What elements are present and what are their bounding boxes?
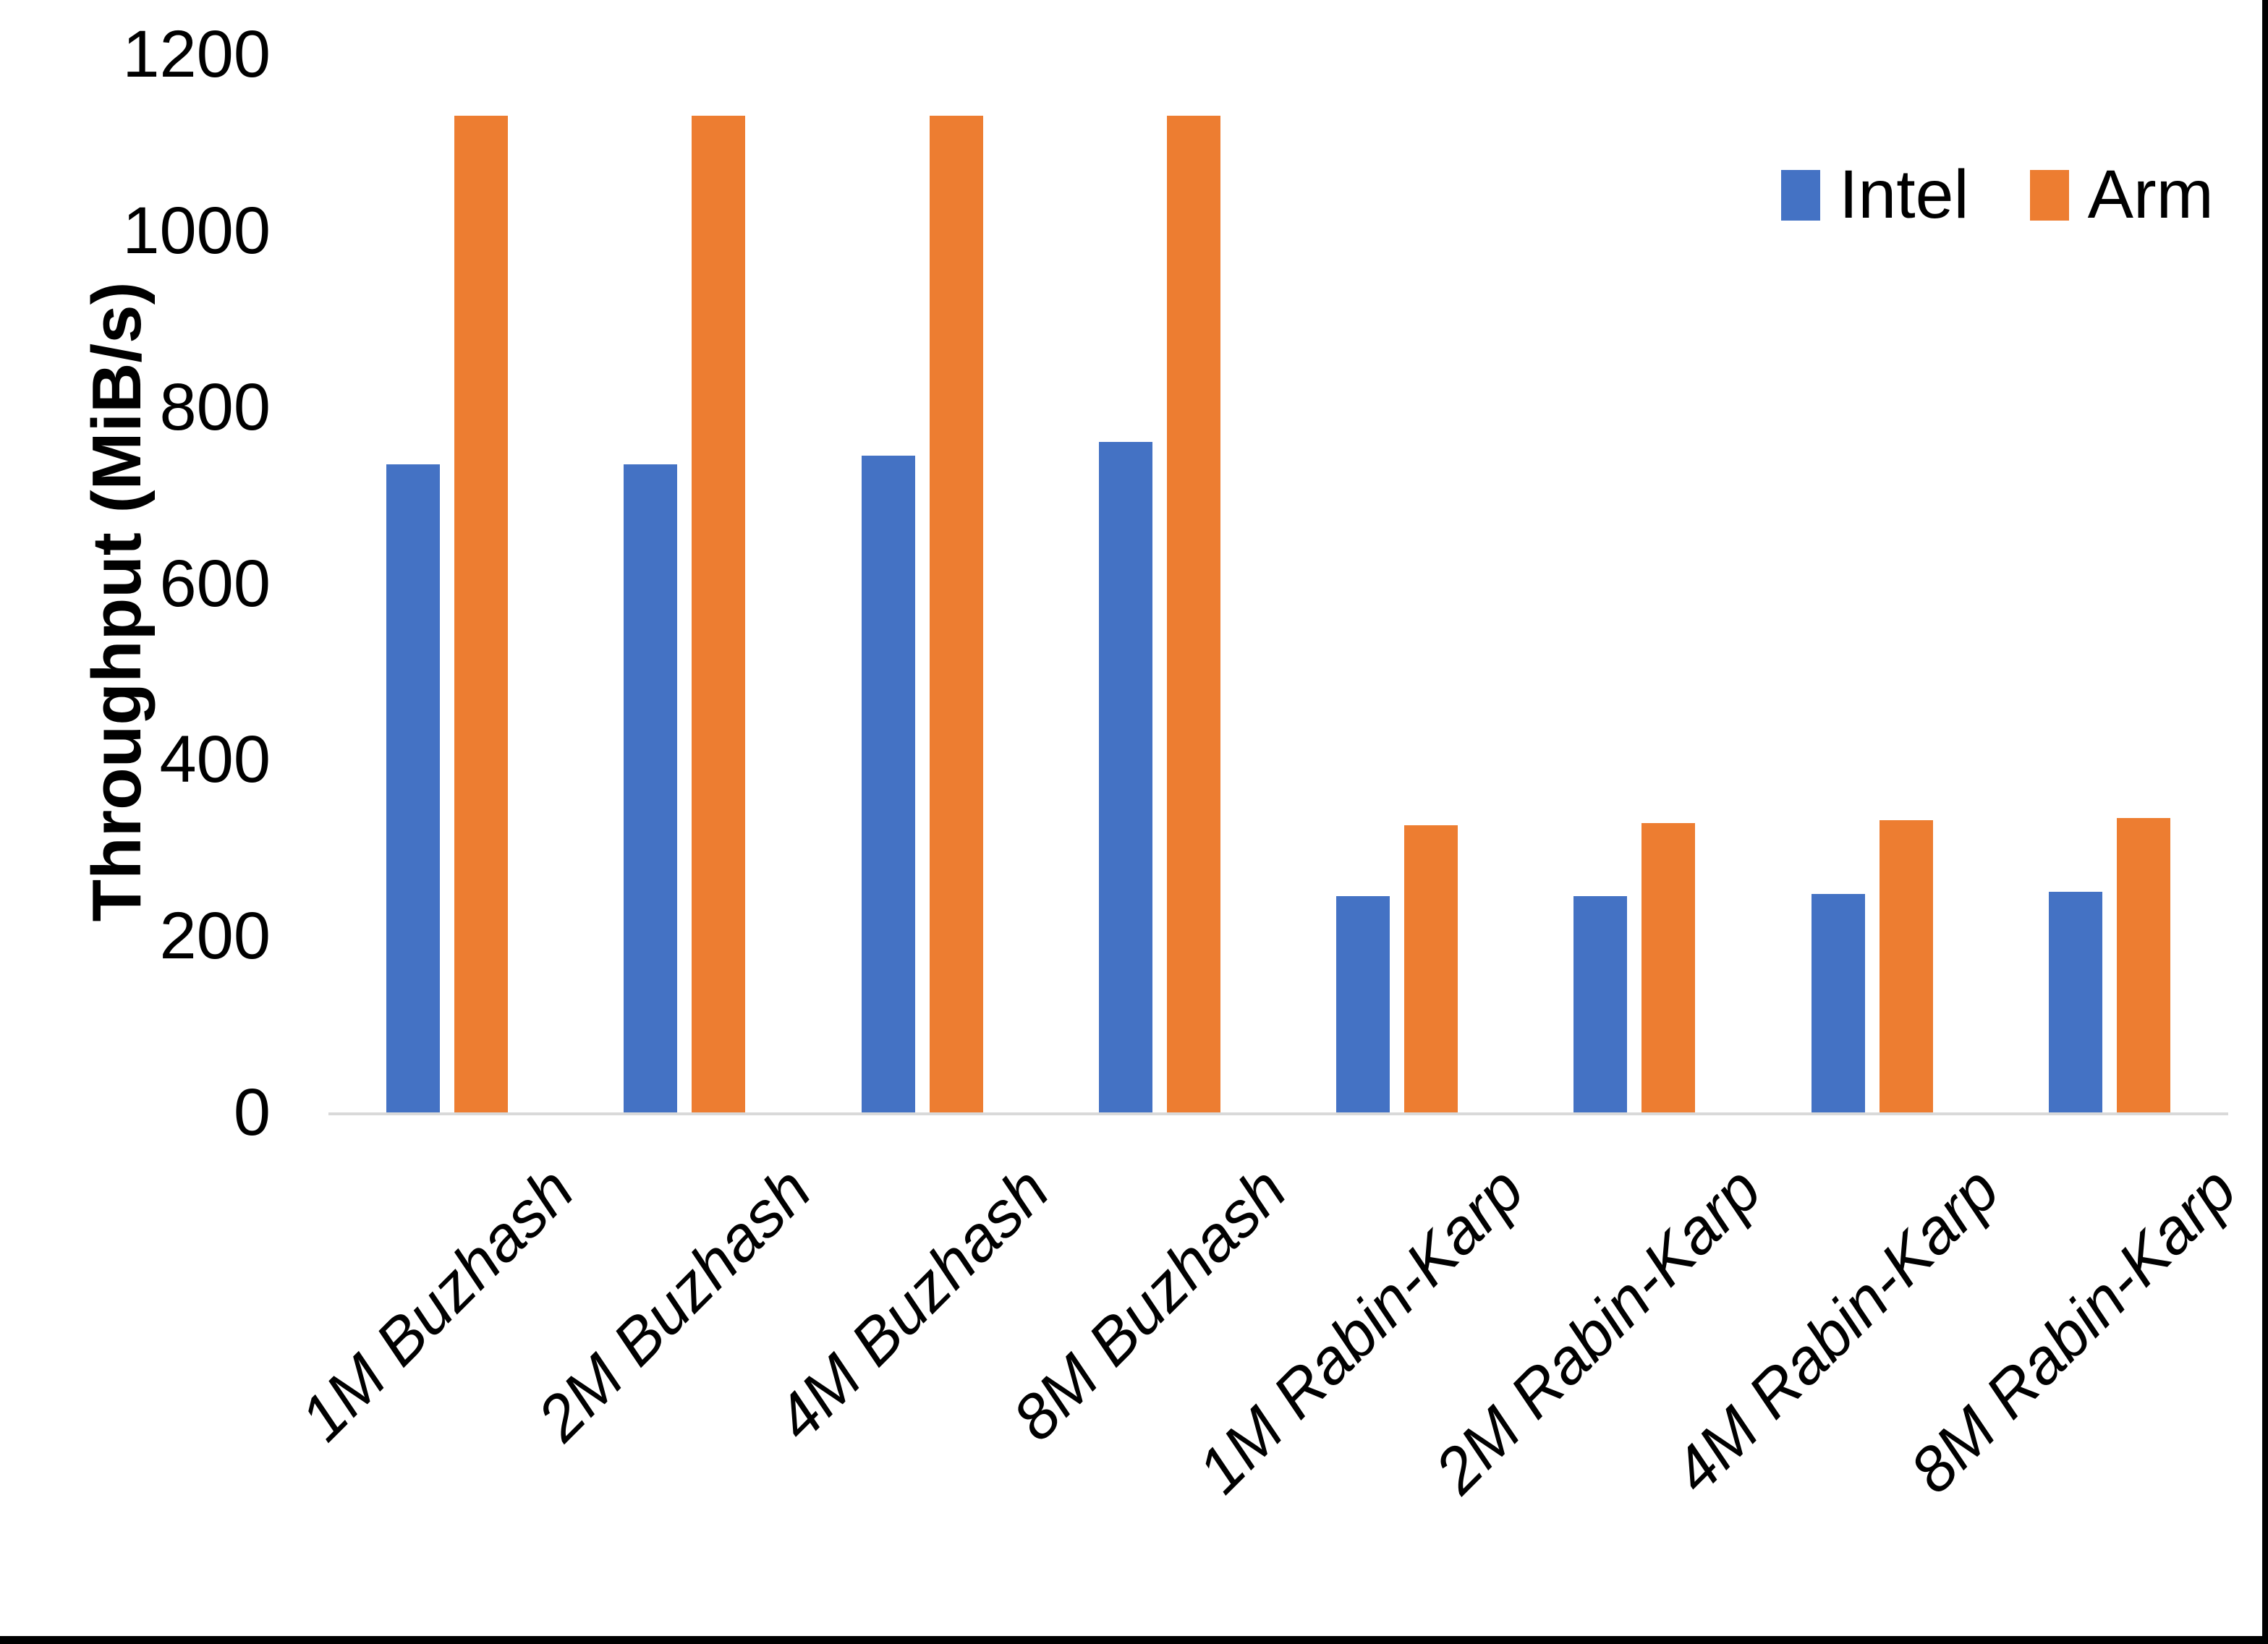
y-tick-label-200: 200 bbox=[159, 899, 271, 974]
y-axis-title: Throughput (MiB/s) bbox=[78, 281, 156, 922]
legend-label-intel: Intel bbox=[1839, 156, 1969, 233]
bar-intel-8m-rabin-karp bbox=[2049, 892, 2102, 1112]
y-tick-label-600: 600 bbox=[159, 546, 271, 621]
legend-item-intel: Intel bbox=[1781, 161, 1969, 229]
legend: Intel Arm bbox=[1781, 161, 2214, 229]
bar-intel-4m-rabin-karp bbox=[1812, 894, 1865, 1112]
bar-arm-2m-rabin-karp bbox=[1641, 823, 1695, 1112]
legend-item-arm: Arm bbox=[2029, 156, 2214, 233]
bar-arm-8m-rabin-karp bbox=[2117, 818, 2170, 1112]
bar-arm-4m-buzhash bbox=[930, 116, 983, 1112]
bar-arm-2m-buzhash bbox=[692, 116, 745, 1112]
y-tick-label-400: 400 bbox=[159, 723, 271, 797]
bar-arm-1m-rabin-karp bbox=[1404, 825, 1458, 1112]
bar-intel-2m-rabin-karp bbox=[1573, 896, 1627, 1112]
bar-arm-1m-buzhash bbox=[454, 116, 508, 1112]
bar-intel-4m-buzhash bbox=[862, 456, 915, 1112]
bar-intel-2m-buzhash bbox=[624, 464, 677, 1112]
legend-label-arm: Arm bbox=[2087, 156, 2214, 233]
legend-swatch-arm bbox=[2029, 169, 2069, 221]
y-tick-label-1200: 1200 bbox=[122, 17, 271, 91]
x-axis-line bbox=[328, 1112, 2228, 1115]
bar-arm-8m-buzhash bbox=[1167, 116, 1220, 1112]
bar-arm-4m-rabin-karp bbox=[1880, 820, 1933, 1112]
bar-intel-8m-buzhash bbox=[1099, 442, 1152, 1112]
legend-swatch-intel bbox=[1781, 169, 1820, 221]
y-tick-label-1000: 1000 bbox=[122, 193, 271, 268]
bottom-border bbox=[0, 1636, 2268, 1644]
y-tick-label-0: 0 bbox=[233, 1076, 271, 1149]
right-border bbox=[2262, 0, 2268, 1644]
bar-intel-1m-rabin-karp bbox=[1336, 896, 1390, 1112]
y-tick-label-800: 800 bbox=[159, 370, 271, 444]
bar-intel-1m-buzhash bbox=[386, 464, 440, 1112]
